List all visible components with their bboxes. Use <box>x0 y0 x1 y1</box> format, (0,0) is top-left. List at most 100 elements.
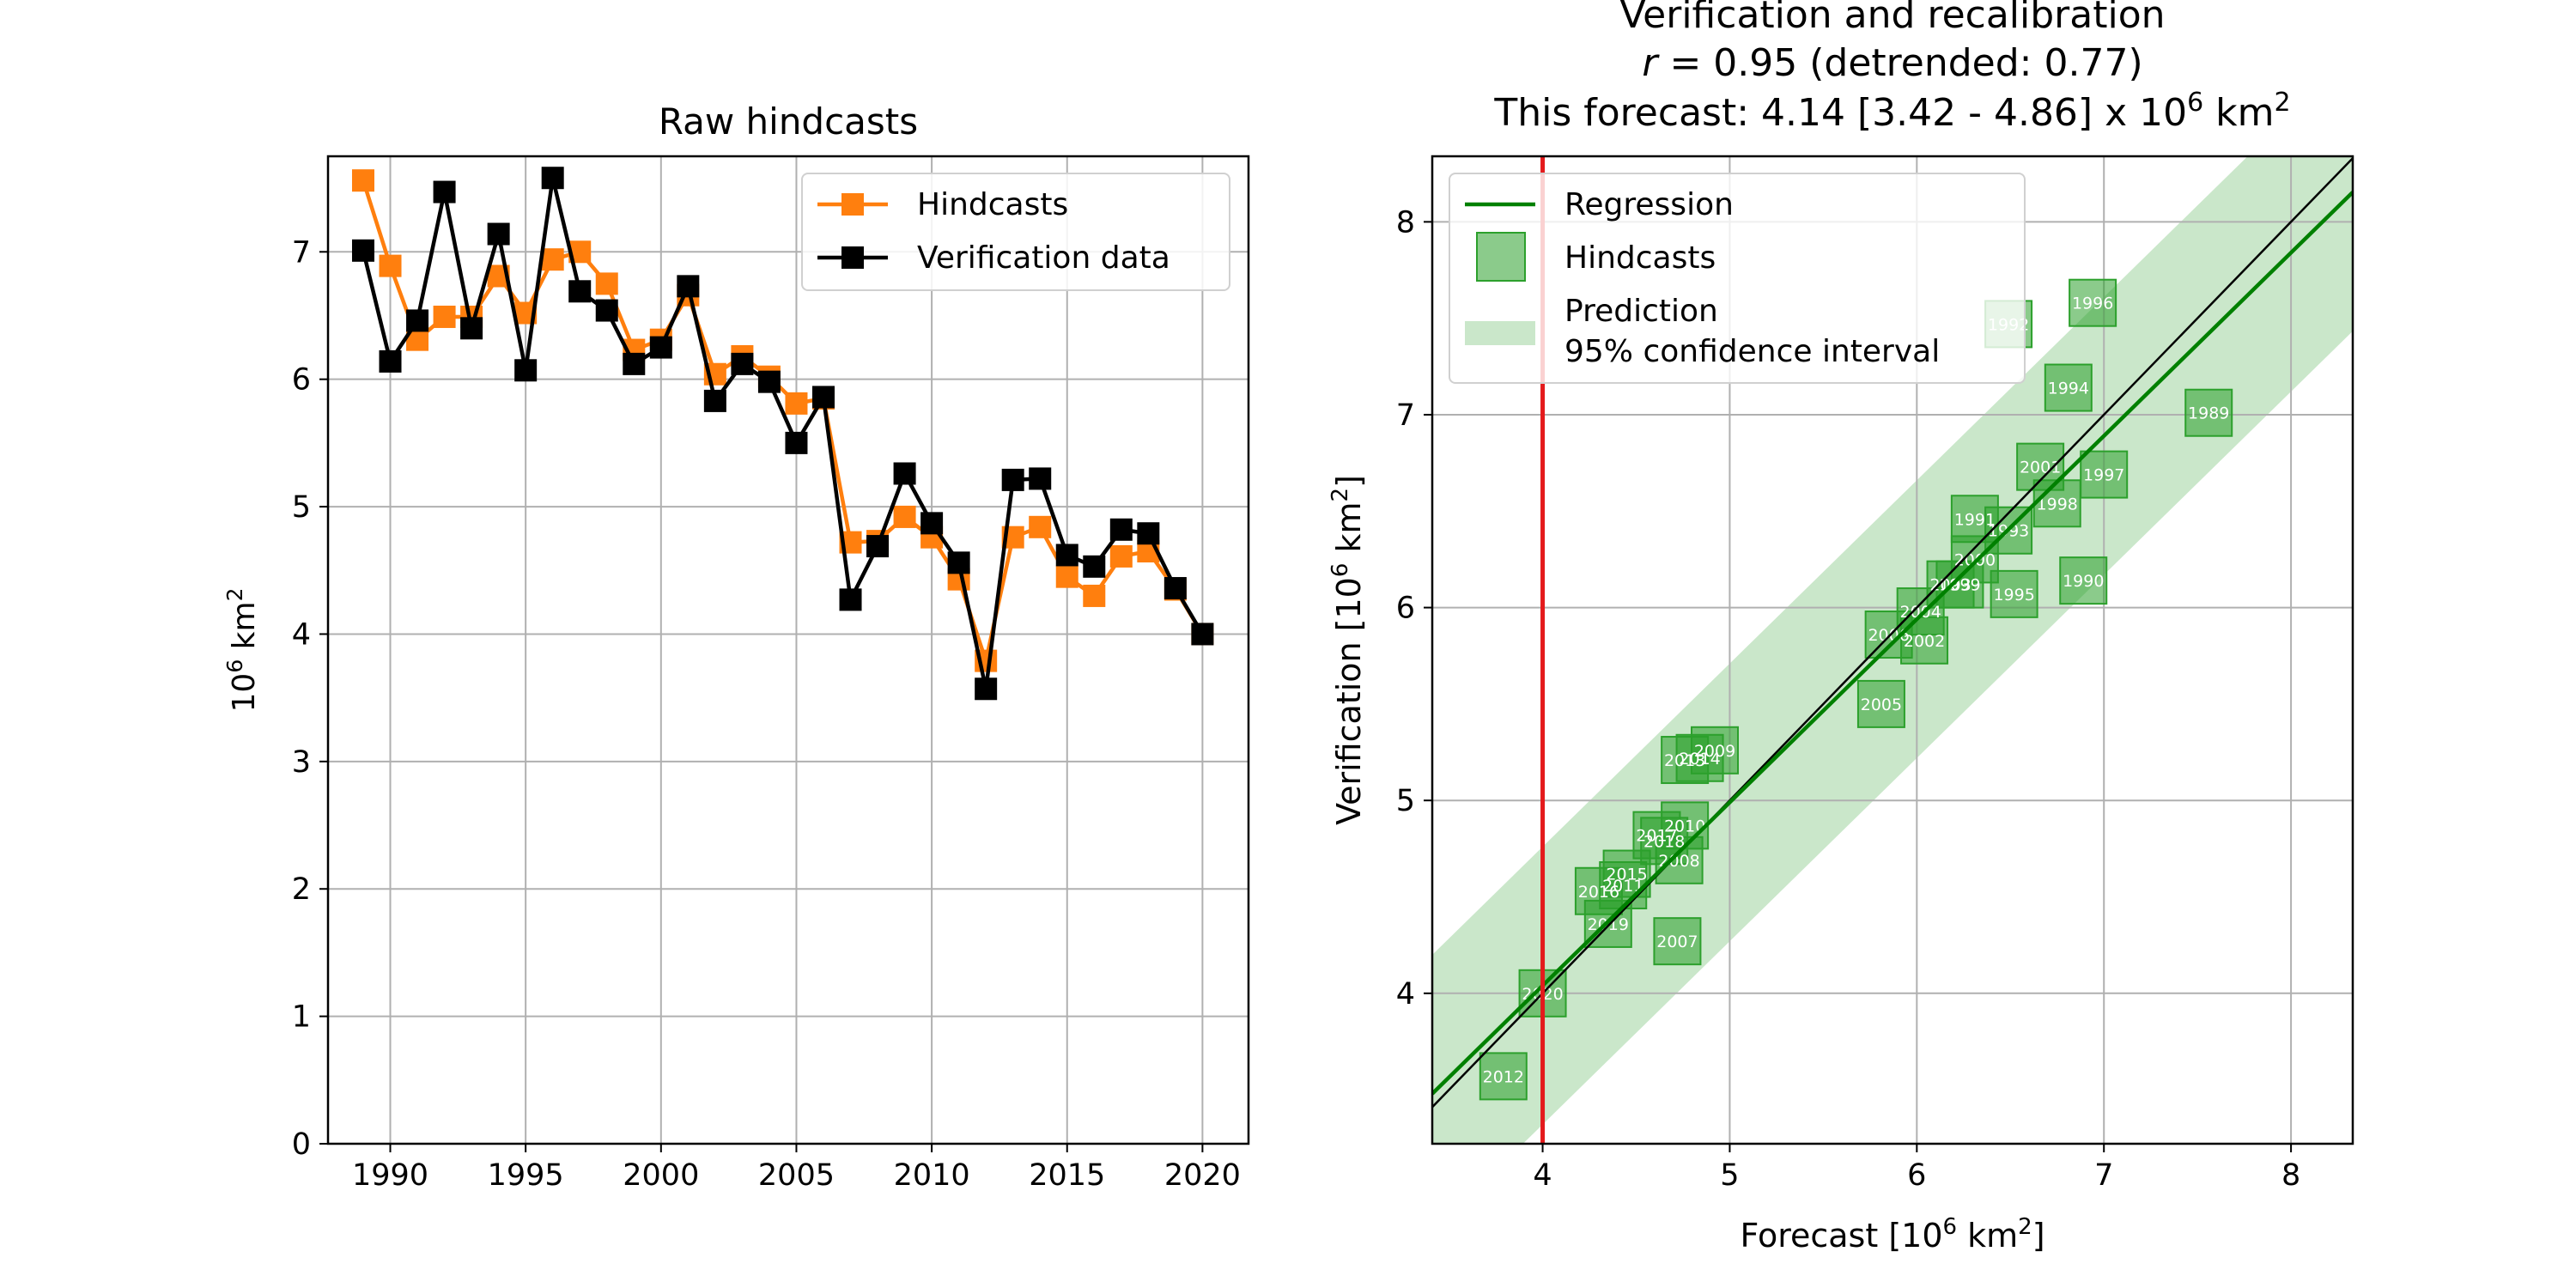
data-point <box>1109 518 1133 541</box>
hindcast-point <box>2069 278 2117 327</box>
data-point <box>1001 468 1024 491</box>
data-point <box>1029 467 1052 490</box>
hindcast-year-label: 2008 <box>1658 852 1699 871</box>
legend-hindcast-marker <box>1476 232 1526 282</box>
hindcast-point <box>2044 363 2093 412</box>
hindcast-year-label: 2017 <box>1636 827 1677 846</box>
y-tick-label: 6 <box>1396 592 1415 626</box>
data-point <box>623 352 646 375</box>
data-point <box>785 431 808 454</box>
x-tick-label: 1995 <box>488 1158 564 1193</box>
y-label-base: 10 <box>227 673 262 713</box>
chart-title: Raw hindcasts <box>659 100 918 143</box>
regression-line <box>1432 191 2353 1096</box>
data-point <box>1109 544 1133 568</box>
y-label-suffix: ] <box>1330 475 1368 488</box>
chart-title: Verification and recalibration <box>1619 0 2165 37</box>
series-line-1 <box>361 175 1205 691</box>
hindcast-year-label: 2014 <box>1679 750 1720 769</box>
hindcast-point <box>1856 679 1905 728</box>
x-tick-label: 2010 <box>894 1158 970 1193</box>
legend-label: Regression <box>1564 187 1734 222</box>
x-tick-label: 2015 <box>1029 1158 1105 1193</box>
y-label-unit: km <box>1330 501 1368 562</box>
chart-subtitle-r: r = 0.95 (detrended: 0.77) <box>1642 41 2142 85</box>
y-label-unit-exp: 2 <box>1327 488 1353 502</box>
hindcast-year-label: 1999 <box>1939 576 1980 595</box>
hindcast-year-label: 1989 <box>2188 404 2229 423</box>
data-point <box>975 677 998 701</box>
y-tick-label: 5 <box>1396 784 1415 818</box>
hindcast-year-label: 2005 <box>1861 696 1902 714</box>
y-label-exp: 6 <box>1327 563 1353 578</box>
y-tick-label: 2 <box>292 872 311 907</box>
data-point <box>920 512 944 535</box>
data-point <box>839 588 862 611</box>
data-point <box>1163 577 1187 600</box>
hindcast-year-label: 1996 <box>2072 295 2113 313</box>
hindcast-point <box>2059 556 2108 605</box>
data-point <box>433 180 456 204</box>
data-point <box>947 551 970 574</box>
x-tick-label: 2005 <box>758 1158 835 1193</box>
hindcast-year-label: 2012 <box>1483 1067 1524 1086</box>
data-point <box>1191 623 1214 646</box>
forecast-text: This forecast: 4.14 [3.42 - 4.86] x 10 <box>1493 91 2187 135</box>
verification-chart: 1989199019911992199319941995199619971998… <box>1327 0 2354 1255</box>
chart-subtitle-forecast: This forecast: 4.14 [3.42 - 4.86] x 106 … <box>1493 88 2290 135</box>
raw-hindcasts-chart: 1990 1995 2000 2005 2010 2015 2020 0 1 2 3 4 5 6 7 Raw … <box>222 100 1250 1193</box>
data-point <box>677 275 700 298</box>
x-tick-label: 1990 <box>352 1158 428 1193</box>
hindcast-year-label: 2002 <box>1904 632 1945 651</box>
forecast-exp: 6 <box>2187 88 2203 118</box>
forecast-unit: km <box>2203 91 2274 135</box>
y-tick-label: 4 <box>292 617 311 652</box>
data-point <box>866 535 890 558</box>
hindcast-year-label: 2009 <box>1694 742 1735 761</box>
hindcast-year-label: 2010 <box>1664 817 1705 835</box>
data-point <box>1055 565 1078 588</box>
data-point <box>541 248 564 271</box>
legend-box <box>801 173 1230 291</box>
legend-label: Hindcasts <box>1564 240 1716 276</box>
y-tick-label: 1 <box>292 1000 311 1035</box>
y-tick-label: 8 <box>1396 205 1415 240</box>
x-axis-label: Forecast [106 km2] <box>1740 1214 2044 1255</box>
data-point <box>541 167 564 190</box>
hindcast-year-label: 2015 <box>1606 866 1647 884</box>
data-point <box>460 317 483 340</box>
x-label-suffix: ] <box>2032 1217 2045 1255</box>
hindcast-year-label: 2013 <box>1664 751 1705 770</box>
data-point <box>785 392 808 415</box>
y-tick-label: 4 <box>1396 977 1415 1012</box>
hindcast-point <box>1479 1052 1528 1101</box>
data-point <box>703 389 726 412</box>
y-label-unit-exp: 2 <box>222 588 247 602</box>
hindcast-year-label: 2007 <box>1656 933 1698 951</box>
hindcast-year-label: 2018 <box>1643 832 1685 851</box>
y-label-unit: km <box>227 601 262 659</box>
data-point <box>1137 522 1160 545</box>
data-point <box>1029 515 1052 538</box>
axes-frame <box>326 155 1250 1145</box>
hindcast-year-label: 1995 <box>1993 586 2034 605</box>
hindcast-point <box>2184 388 2233 437</box>
plot-area: 1989199019911992199319941995199619971998… <box>1432 156 2353 1144</box>
x-tick-label: 7 <box>2094 1158 2113 1193</box>
legend-label: 95% confidence interval <box>1564 334 1940 369</box>
y-axis-label: Verification [106 km2] <box>1327 475 1368 825</box>
r-symbol: r <box>1642 41 1660 85</box>
x-tick-label: 4 <box>1533 1158 1552 1193</box>
x-tick-label: 5 <box>1720 1158 1739 1193</box>
x-tick-label: 6 <box>1907 1158 1926 1193</box>
data-point <box>811 386 835 409</box>
hindcast-year-label: 1994 <box>2048 380 2089 398</box>
hindcast-year-label: 1998 <box>2037 495 2078 513</box>
data-point <box>757 370 781 393</box>
x-label-prefix: Forecast [10 <box>1740 1217 1942 1255</box>
r-value-text: = 0.95 (detrended: 0.77) <box>1657 41 2142 85</box>
data-point <box>1055 544 1078 567</box>
data-point <box>351 239 374 262</box>
y-label-exp: 6 <box>222 659 247 673</box>
